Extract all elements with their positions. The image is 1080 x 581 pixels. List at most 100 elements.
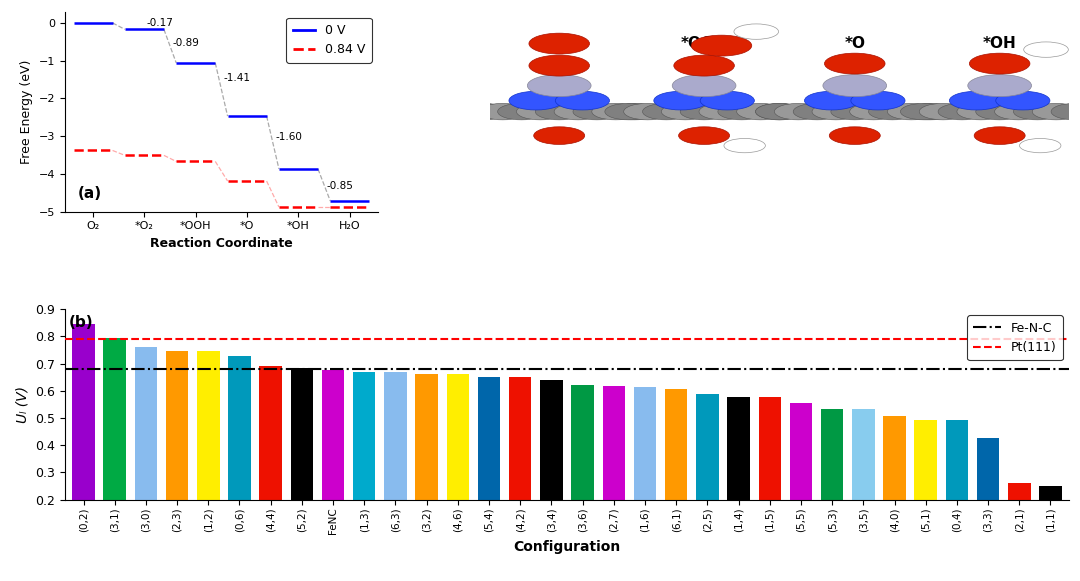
Circle shape <box>975 103 1024 120</box>
Circle shape <box>516 103 564 120</box>
X-axis label: Reaction Coordinate: Reaction Coordinate <box>150 237 293 250</box>
X-axis label: Configuration: Configuration <box>513 540 621 554</box>
Circle shape <box>974 127 1025 145</box>
Text: (a): (a) <box>78 185 102 200</box>
Circle shape <box>1051 103 1080 120</box>
Text: *OH: *OH <box>983 35 1016 51</box>
Bar <box>477 377 500 500</box>
Circle shape <box>460 103 508 120</box>
Bar <box>384 372 407 500</box>
Y-axis label: Free Energy (eV): Free Energy (eV) <box>21 59 33 164</box>
Bar <box>727 397 750 500</box>
Circle shape <box>529 55 590 76</box>
Bar <box>758 397 781 500</box>
Circle shape <box>957 103 1004 120</box>
Bar <box>353 372 376 500</box>
Circle shape <box>478 103 527 120</box>
Circle shape <box>592 103 639 120</box>
Circle shape <box>906 103 954 120</box>
Legend: 0 V, 0.84 V: 0 V, 0.84 V <box>286 18 372 63</box>
Bar <box>821 409 843 500</box>
Bar <box>72 324 95 500</box>
Circle shape <box>949 91 1003 110</box>
Text: -0.17: -0.17 <box>147 18 174 28</box>
Circle shape <box>555 91 609 110</box>
Circle shape <box>718 103 766 120</box>
Circle shape <box>851 91 905 110</box>
Bar <box>977 439 999 500</box>
Bar <box>883 416 906 500</box>
Circle shape <box>824 53 885 74</box>
Bar <box>416 374 437 500</box>
Text: (b): (b) <box>69 315 94 330</box>
Bar <box>104 338 126 500</box>
Circle shape <box>534 127 584 145</box>
Text: -0.89: -0.89 <box>173 38 200 48</box>
Circle shape <box>699 103 747 120</box>
Bar <box>852 409 875 500</box>
Circle shape <box>756 103 804 120</box>
Circle shape <box>691 35 752 56</box>
Circle shape <box>605 103 652 120</box>
Bar <box>228 356 251 500</box>
Circle shape <box>700 91 754 110</box>
Circle shape <box>756 103 804 120</box>
Bar <box>322 371 345 500</box>
Text: *OOH: *OOH <box>680 35 728 51</box>
Circle shape <box>793 103 841 120</box>
Bar <box>509 377 531 500</box>
Bar <box>946 420 968 500</box>
Circle shape <box>829 127 880 145</box>
Circle shape <box>823 74 887 96</box>
Circle shape <box>610 103 659 120</box>
Circle shape <box>850 103 897 120</box>
Circle shape <box>919 103 967 120</box>
Circle shape <box>1020 138 1061 153</box>
Circle shape <box>509 91 563 110</box>
Text: *O: *O <box>845 35 865 51</box>
Circle shape <box>653 91 708 110</box>
Bar <box>166 351 188 500</box>
Bar <box>571 385 594 500</box>
Circle shape <box>812 103 860 120</box>
Text: *O₂: *O₂ <box>545 35 573 51</box>
Circle shape <box>805 91 859 110</box>
Circle shape <box>498 103 545 120</box>
Circle shape <box>674 55 734 76</box>
Circle shape <box>536 103 583 120</box>
Bar <box>603 386 625 500</box>
Circle shape <box>968 74 1031 96</box>
Circle shape <box>527 74 591 96</box>
Text: -1.41: -1.41 <box>224 73 251 84</box>
Circle shape <box>573 103 621 120</box>
Circle shape <box>554 103 602 120</box>
Circle shape <box>995 103 1042 120</box>
Circle shape <box>901 103 948 120</box>
Circle shape <box>831 103 879 120</box>
Bar <box>540 381 563 500</box>
Bar <box>259 367 282 500</box>
Circle shape <box>678 127 730 145</box>
Text: -1.60: -1.60 <box>275 132 302 142</box>
Circle shape <box>939 103 986 120</box>
Circle shape <box>774 103 822 120</box>
Circle shape <box>1032 103 1080 120</box>
Circle shape <box>529 33 590 54</box>
Circle shape <box>737 103 784 120</box>
Bar <box>697 393 718 500</box>
Y-axis label: Uₗ (V): Uₗ (V) <box>15 386 29 423</box>
Circle shape <box>888 103 935 120</box>
Circle shape <box>643 103 690 120</box>
Circle shape <box>1013 103 1062 120</box>
Circle shape <box>1024 42 1068 58</box>
Bar <box>1039 486 1062 500</box>
Legend: Fe-N-C, Pt(111): Fe-N-C, Pt(111) <box>968 315 1063 360</box>
Bar <box>665 389 687 500</box>
Bar <box>291 368 313 500</box>
Circle shape <box>672 74 735 96</box>
Circle shape <box>680 103 728 120</box>
Circle shape <box>661 103 710 120</box>
Bar <box>135 347 157 500</box>
Bar <box>197 352 219 500</box>
Bar <box>447 374 469 500</box>
